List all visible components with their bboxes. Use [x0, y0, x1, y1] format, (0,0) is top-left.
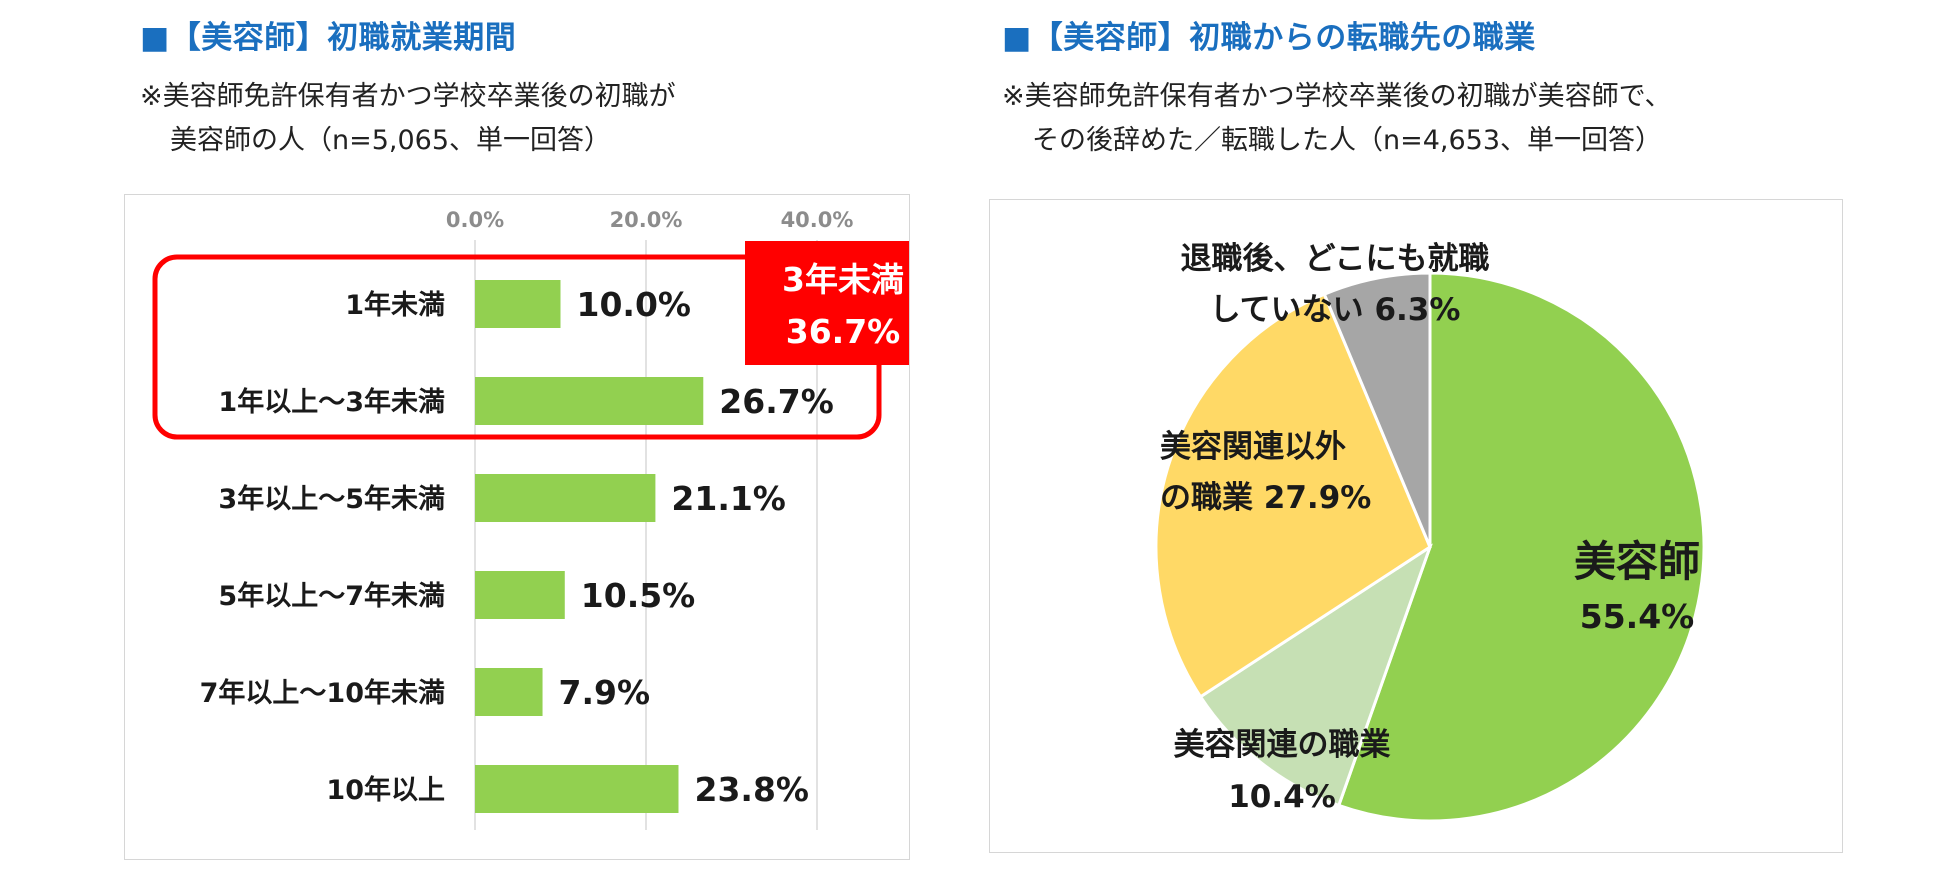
bar — [475, 280, 561, 328]
left-note-line-2: 美容師の人（n=5,065、単一回答） — [170, 125, 612, 156]
category-label: 3年以上～5年未満 — [218, 483, 445, 515]
annotation-callout: 3年未満 36.7% — [745, 241, 941, 365]
annotation-line-2: 36.7% — [786, 312, 901, 351]
bar — [475, 571, 565, 619]
pie-slice — [1198, 543, 1433, 808]
value-label: 10.0% — [577, 285, 692, 324]
bar — [475, 377, 704, 425]
slice-label: 美容関連以外 — [1160, 429, 1346, 465]
bar-chart-frame: 0.0% 20.0% 40.0% 1年未満 10.0% 1年以上～3年未満 26.7% 3年以… — [124, 194, 941, 860]
value-label: 21.1% — [671, 479, 786, 518]
value-label: 23.8% — [694, 770, 809, 809]
left-panel-note: ※美容師免許保有者かつ学校卒業後の初職が 美容師の人（n=5,065、単一回答） — [140, 75, 676, 163]
right-panel-title: ■【美容師】初職からの転職先の職業 — [1002, 20, 1536, 56]
value-label: 10.5% — [581, 576, 696, 615]
bar — [475, 474, 656, 522]
value-label: 7.9% — [559, 673, 651, 712]
category-label: 1年未満 — [345, 289, 445, 321]
slice-label: 55.4% — [1580, 597, 1695, 636]
left-note-line-1: ※美容師免許保有者かつ学校卒業後の初職が — [140, 81, 676, 112]
right-note-line-2: その後辞めた／転職した人（n=4,653、単一回答） — [1032, 125, 1663, 156]
slice-label: 10.4% — [1228, 779, 1336, 815]
tick-label: 0.0% — [446, 208, 504, 232]
right-note-line-1: ※美容師免許保有者かつ学校卒業後の初職が美容師で、 — [1002, 81, 1672, 112]
category-label: 10年以上 — [326, 774, 445, 806]
left-panel-title: ■【美容師】初職就業期間 — [140, 20, 517, 56]
pie-chart-frame: 美容師 55.4% 美容関連の職業 10.4% 美容関連以外 の職業 27.9% 退職後、ど… — [989, 199, 1843, 853]
slice-label: していない 6.3% — [1210, 292, 1461, 328]
category-label: 7年以上～10年未満 — [200, 677, 445, 709]
slice-label: 美容関連の職業 — [1174, 727, 1391, 763]
annotation-box — [745, 241, 941, 365]
annotation-line-1: 3年未満 — [782, 260, 904, 299]
slice-label: 美容師 — [1574, 537, 1700, 586]
pie-slice — [1322, 271, 1432, 548]
right-panel-note: ※美容師免許保有者かつ学校卒業後の初職が美容師で、 その後辞めた／転職した人（n… — [1002, 75, 1672, 163]
tick-label: 40.0% — [781, 208, 854, 232]
slice-label: 退職後、どこにも就職 — [1180, 241, 1489, 277]
pie-slice — [1154, 292, 1432, 699]
category-label: 5年以上～7年未満 — [218, 580, 445, 612]
category-label: 1年以上～3年未満 — [218, 386, 445, 418]
bar — [475, 765, 679, 813]
tick-label: 20.0% — [610, 208, 683, 232]
value-label: 26.7% — [719, 382, 834, 421]
slice-label: の職業 27.9% — [1160, 480, 1371, 516]
bar — [475, 668, 543, 716]
bar-chart: 0.0% 20.0% 40.0% 1年未満 10.0% 1年以上～3年未満 26.7% 3年以… — [152, 208, 941, 830]
